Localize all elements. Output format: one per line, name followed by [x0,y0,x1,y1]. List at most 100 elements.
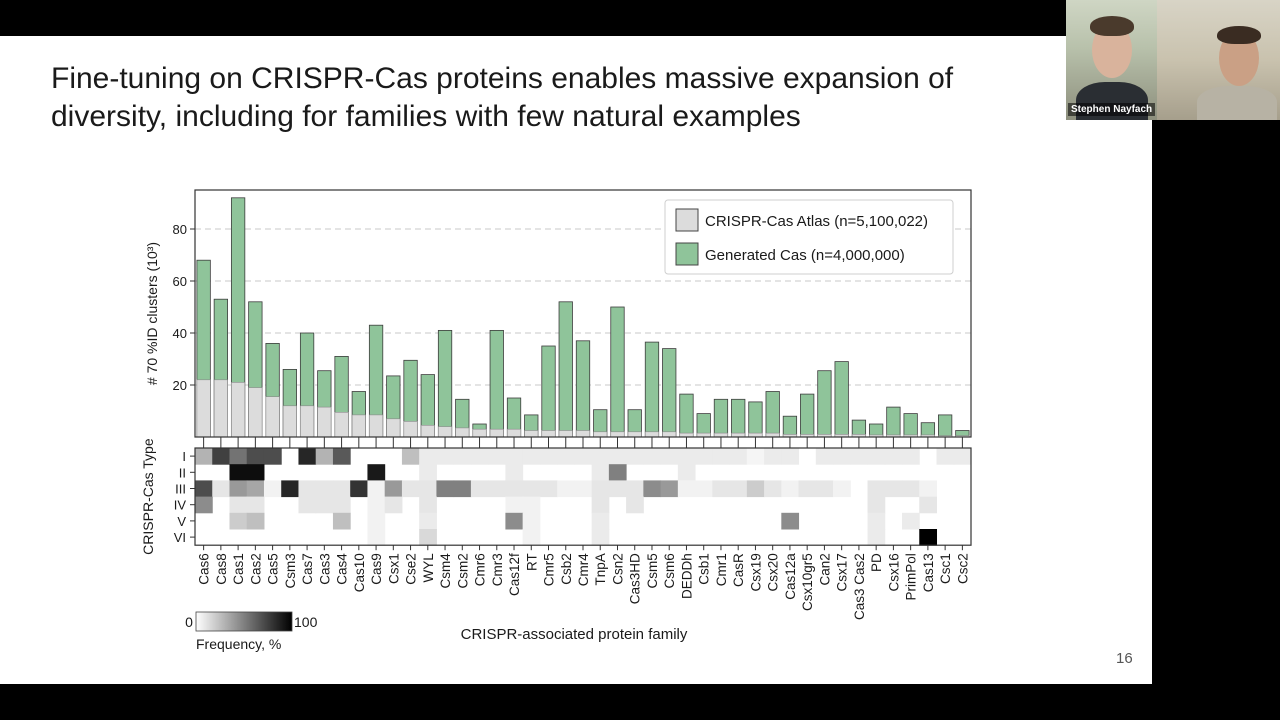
heatmap-cell [677,448,696,465]
heatmap-cell [229,464,248,481]
bar-atlas-Cas7 [300,405,315,438]
heatmap-cell [246,480,265,498]
category-label-Csx19: Csx19 [748,553,763,591]
category-label-Cas9: Cas9 [369,553,384,585]
category-label-Cas7: Cas7 [300,553,315,585]
heatmap-cell [419,480,437,498]
category-label-Cas3: Cas3 [317,553,332,585]
heatmap-cell [315,448,334,465]
heatmap-cell [608,448,627,465]
category-label-Cas13: Cas13 [921,553,936,592]
heatmap-cell [298,480,317,498]
heatmap-cell [660,480,679,498]
heatmap-cell [695,448,713,465]
category-label-Csm5: Csm5 [645,553,660,588]
bar-generated-Csx10gr5 [800,393,815,438]
heatmap-cell [298,496,317,514]
heatmap-cell [332,512,351,530]
heatmap-cell [591,480,610,498]
category-label-Cmr3: Cmr3 [490,553,505,586]
category-label-DEDDh: DEDDh [679,553,694,599]
participant-body [1197,86,1277,120]
category-label-Csc1: Csc1 [938,553,953,584]
bar-generated-Csx17 [834,361,849,438]
heatmap-cell [591,464,610,481]
colorbar [195,611,293,632]
heatmap-cell [643,480,662,498]
heatmap-cell [350,480,368,498]
heatmap-cell [764,448,782,465]
category-label-TnpA: TnpA [593,553,608,585]
heatmap-cell [212,448,230,465]
y-tick-label: 80 [173,222,187,237]
category-label-Cas4: Cas4 [335,553,350,585]
heatmap-cell [470,480,489,498]
bar-atlas-Cas8 [213,379,228,438]
heatmap-cell [746,448,765,465]
heatmap-cell [453,480,472,498]
heatmap-cell [557,480,575,498]
heatmap-cell [367,512,386,530]
page-number: 16 [1116,650,1133,667]
category-label-Can2: Can2 [817,553,832,585]
heatmap-cell [436,448,455,465]
heatmap-cell [367,529,386,546]
heatmap-cell [263,448,282,465]
heatmap-cell [867,448,886,465]
heatmap-cell [591,448,610,465]
category-label-Cas3 Cas2: Cas3 Cas2 [852,553,867,620]
category-label-Cas12f: Cas12f [507,553,522,596]
heatmap-cell [298,448,317,465]
heatmap-cell [677,480,696,498]
heatmap-cell [263,480,282,498]
bar-generated-Can2 [817,370,832,438]
y-tick-label: 20 [173,378,187,393]
bar-generated-Cmr3 [489,329,504,438]
heatmap-cell [867,529,886,546]
heatmap-cell [867,480,886,498]
video-tile-stephen-nayfach[interactable]: Stephen Nayfach [1066,0,1157,120]
heatmap-cell [401,448,420,465]
category-label-Csm6: Csm6 [662,553,677,588]
heatmap-cell [229,480,248,498]
x-axis-label: CRISPR-associated protein family [461,626,688,643]
heatmap-cell [591,496,610,514]
heatmap-cell [195,480,213,498]
bar-generated-Csc1 [938,414,953,438]
heatmap-cell [557,448,575,465]
heatmap-cell [591,512,610,530]
heatmap-cell [367,496,386,514]
category-label-PD: PD [869,553,884,572]
heatmap-cell [212,480,230,498]
bar-atlas-Cas10 [351,414,366,438]
heatmap-cell [867,496,886,514]
heatmap-cell [229,512,248,530]
participant-name-tag: Stephen Nayfach [1068,103,1156,116]
heatmap-cell [902,512,920,530]
bar-atlas-Cas3 [317,406,332,438]
category-label-Cmr6: Cmr6 [473,553,488,586]
heatmap-cell [281,480,299,498]
category-label-Cmr4: Cmr4 [576,553,591,586]
category-label-Cas6: Cas6 [197,553,212,585]
heatmap-cell [729,480,748,498]
heatmap-cell [677,464,696,481]
bar-atlas-Cas1 [231,382,246,438]
category-label-Cas3HD: Cas3HD [628,553,643,604]
legend-swatch-generated [675,242,699,266]
heatmap-cell [833,480,851,498]
video-tile-participant[interactable] [1157,0,1280,120]
heatmap-cell [332,480,351,498]
bar-atlas-Csb2 [558,430,573,438]
category-label-Cas10: Cas10 [352,553,367,592]
heatmap-cell [643,448,662,465]
heatmap-cell [384,496,403,514]
heatmap-cell [195,496,213,514]
bar-generated-Csx20 [765,391,780,438]
y-tick-label: 40 [173,326,187,341]
heatmap-cell [781,480,800,498]
category-label-Cmr5: Cmr5 [542,553,557,586]
bar-atlas-Cmr6 [472,428,487,438]
bar-atlas-Csn2 [610,431,625,438]
bar-atlas-Cmr5 [541,430,556,438]
